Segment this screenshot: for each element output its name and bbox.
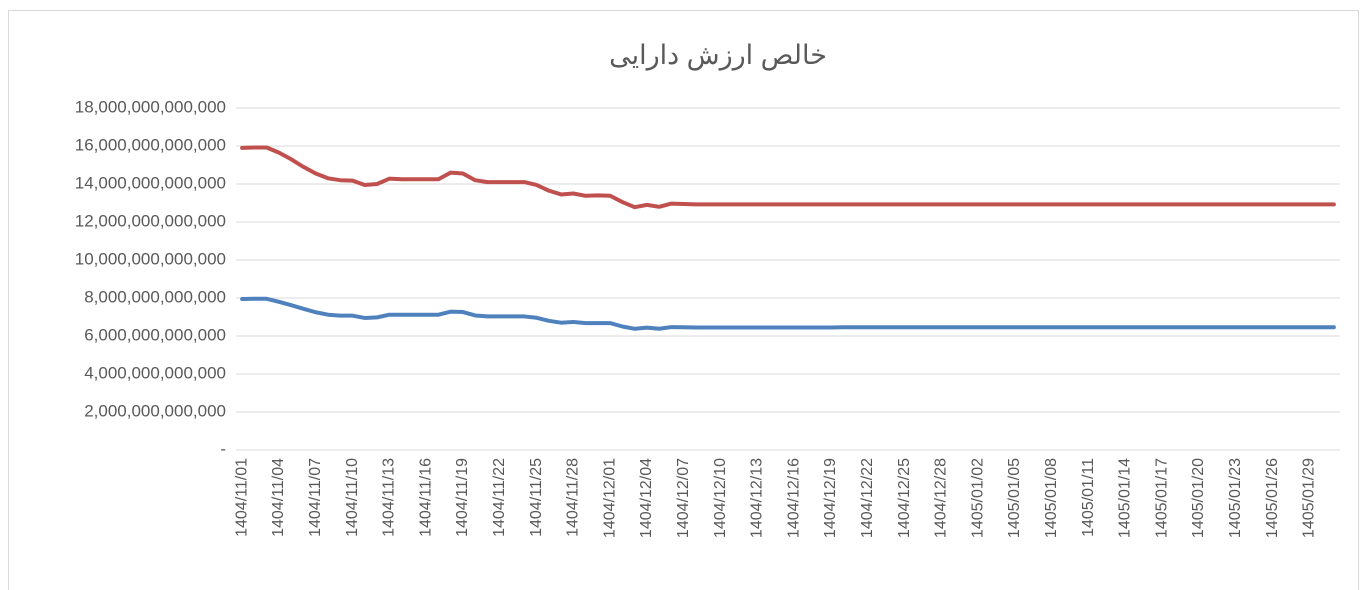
x-tick-label: 1405/01/20 <box>1190 458 1207 538</box>
series-line <box>240 296 1336 331</box>
x-tick-label: 1404/12/01 <box>601 458 618 538</box>
x-tick-label: 1404/11/16 <box>417 458 434 537</box>
y-tick-label: 8,000,000,000,000 <box>84 287 226 306</box>
y-tick-label: 14,000,000,000,000 <box>75 173 226 192</box>
y-tick-label: 12,000,000,000,000 <box>75 211 226 230</box>
chart-frame <box>8 10 1359 590</box>
x-tick-label: 1404/11/13 <box>381 458 398 537</box>
y-tick-label: 4,000,000,000,000 <box>84 363 226 382</box>
x-tick-label: 1405/01/14 <box>1117 458 1134 538</box>
x-tick-label: 1404/12/10 <box>712 458 729 538</box>
y-tick-label: 2,000,000,000,000 <box>84 401 226 420</box>
x-tick-label: 1405/01/02 <box>969 458 986 538</box>
x-tick-label: 1404/12/19 <box>822 458 839 538</box>
x-tick-label: 1404/11/22 <box>491 458 508 537</box>
x-tick-label: 1405/01/26 <box>1264 458 1281 538</box>
x-tick-label: 1405/01/08 <box>1043 458 1060 538</box>
x-tick-label: 1404/12/16 <box>785 458 802 538</box>
chart-title: خالص ارزش دارایی <box>609 40 827 71</box>
x-tick-label: 1405/01/17 <box>1153 458 1170 538</box>
x-tick-label: 1404/11/19 <box>454 458 471 537</box>
x-tick-label: 1404/12/25 <box>896 458 913 538</box>
x-tick-label: 1404/11/28 <box>565 458 582 537</box>
x-tick-label: 1404/11/07 <box>307 458 324 537</box>
x-tick-label: 1404/12/04 <box>638 458 655 538</box>
x-tick-label: 1404/12/13 <box>749 458 766 538</box>
x-tick-label: 1404/12/28 <box>933 458 950 538</box>
y-tick-label: - <box>220 439 226 458</box>
x-tick-label: 1405/01/11 <box>1080 458 1097 537</box>
x-tick-label: 1404/11/10 <box>344 458 361 537</box>
y-tick-label: 10,000,000,000,000 <box>75 249 226 268</box>
x-tick-label: 1404/12/07 <box>675 458 692 538</box>
series-line <box>240 145 1336 210</box>
x-tick-label: 1405/01/29 <box>1301 458 1318 538</box>
x-tick-label: 1405/01/05 <box>1006 458 1023 538</box>
y-tick-label: 6,000,000,000,000 <box>84 325 226 344</box>
x-tick-label: 1404/12/22 <box>859 458 876 538</box>
x-tick-label: 1405/01/23 <box>1227 458 1244 538</box>
x-tick-label: 1404/11/25 <box>528 458 545 537</box>
y-tick-label: 16,000,000,000,000 <box>75 135 226 154</box>
x-tick-label: 1404/11/01 <box>233 458 250 537</box>
x-tick-label: 1404/11/04 <box>270 458 287 537</box>
y-tick-label: 18,000,000,000,000 <box>75 97 226 116</box>
